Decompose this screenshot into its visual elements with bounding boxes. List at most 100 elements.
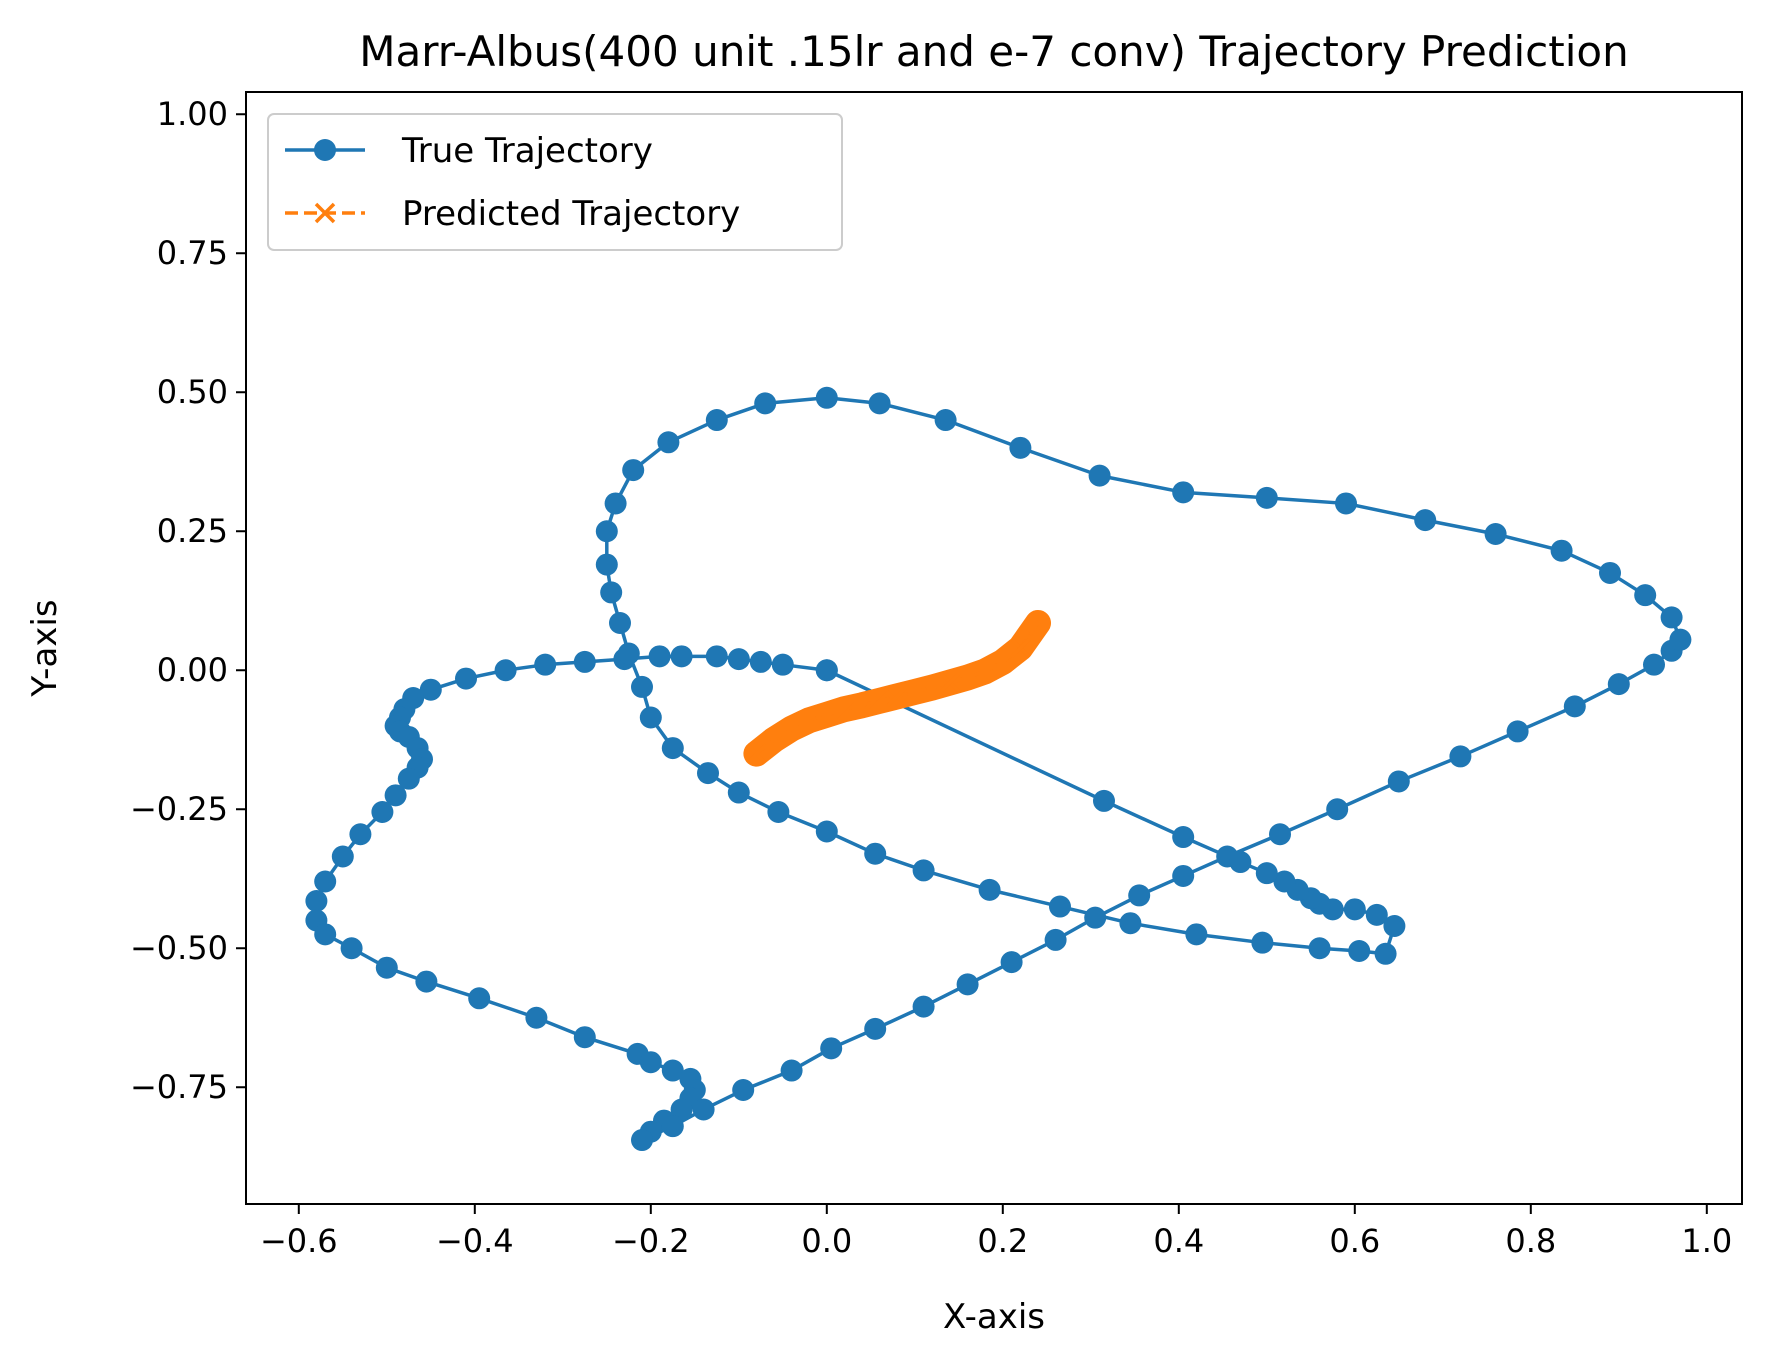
point-true-trajectory [534, 653, 557, 676]
point-true-trajectory [749, 650, 772, 673]
point-true-trajectory [1660, 606, 1683, 629]
point-true-trajectory [1185, 923, 1208, 946]
point-predicted-trajectory [851, 695, 873, 716]
point-true-trajectory [622, 459, 645, 482]
point-true-trajectory [1484, 523, 1507, 546]
point-true-trajectory [419, 678, 442, 701]
point-true-trajectory [1365, 903, 1388, 926]
x-tick-label: 1.0 [1681, 1222, 1732, 1260]
point-true-trajectory [371, 801, 394, 824]
point-true-trajectory [670, 1098, 693, 1121]
point-true-trajectory [595, 520, 618, 543]
point-true-trajectory [1093, 789, 1115, 812]
point-true-trajectory [1172, 826, 1195, 849]
point-predicted-trajectory [974, 661, 996, 682]
point-true-trajectory [657, 431, 680, 454]
legend-label-predicted: Predicted Trajectory [402, 194, 740, 234]
point-true-trajectory [1348, 940, 1371, 963]
point-true-trajectory [494, 659, 517, 682]
point-predicted-trajectory [763, 729, 785, 750]
point-true-trajectory [1255, 486, 1278, 509]
point-true-trajectory [1172, 481, 1195, 504]
point-true-trajectory [978, 878, 1001, 901]
point-true-trajectory [1128, 884, 1151, 907]
point-true-trajectory [631, 1129, 653, 1152]
legend-entry-true-trajectory: True Trajectory [285, 131, 653, 171]
point-true-trajectory [670, 645, 693, 668]
point-true-trajectory [692, 1098, 715, 1121]
y-axis-ticks: −0.75 −0.50 −0.25 0.00 0.25 0.50 0.75 1.00 [130, 95, 246, 1106]
point-true-trajectory [639, 1051, 662, 1074]
point-predicted-trajectory [904, 681, 926, 703]
point-true-trajectory [815, 659, 838, 682]
point-predicted-trajectory [922, 677, 943, 698]
point-true-trajectory [1599, 561, 1621, 584]
point-true-trajectory [305, 889, 328, 912]
chart-title: Marr-Albus(400 unit .15lr and e-7 conv) … [359, 27, 1628, 76]
point-true-trajectory [705, 409, 728, 432]
y-tick-label: −0.50 [130, 929, 228, 967]
point-true-trajectory [617, 642, 640, 665]
point-true-trajectory [609, 611, 631, 634]
legend-marker-true [314, 139, 336, 161]
y-tick-label: 0.25 [157, 512, 228, 550]
point-predicted-trajectory [798, 710, 820, 731]
point-true-trajectory [384, 784, 407, 807]
point-true-trajectory [1374, 942, 1397, 965]
y-tick-label: 0.50 [157, 373, 228, 411]
point-predicted-trajectory [886, 686, 908, 707]
point-true-trajectory [1387, 770, 1410, 793]
point-true-trajectory [771, 653, 794, 676]
point-true-trajectory [314, 923, 337, 946]
point-true-trajectory [455, 667, 477, 690]
x-axis-ticks: −0.6 −0.4 −0.2 0.0 0.2 0.4 0.6 0.8 1.0 [260, 1204, 1732, 1260]
point-true-trajectory [1506, 720, 1529, 743]
plot-area [245, 91, 1743, 1205]
legend-marker-predicted [314, 202, 336, 224]
legend-entry-predicted-trajectory: Predicted Trajectory [285, 194, 740, 234]
point-true-trajectory [820, 1037, 843, 1060]
point-true-trajectory [573, 650, 596, 673]
point-true-trajectory [732, 1079, 755, 1102]
point-predicted-trajectory [781, 718, 802, 739]
point-true-trajectory [600, 581, 623, 604]
y-tick-label: 0.75 [157, 234, 228, 272]
point-true-trajectory [1229, 851, 1252, 874]
legend: True Trajectory Predicted Trajectory [267, 113, 843, 251]
point-true-trajectory [912, 859, 935, 882]
x-tick-label: −0.6 [260, 1222, 338, 1260]
legend-label-true: True Trajectory [401, 131, 653, 171]
point-true-trajectory [604, 492, 627, 515]
point-true-trajectory [573, 1026, 596, 1049]
point-true-trajectory [1563, 695, 1586, 718]
x-tick-label: 0.2 [977, 1222, 1028, 1260]
point-true-trajectory [468, 987, 491, 1010]
legend-box [267, 113, 843, 251]
point-predicted-trajectory [1027, 612, 1049, 634]
point-true-trajectory [661, 1059, 684, 1082]
point-true-trajectory [1550, 539, 1573, 562]
point-true-trajectory [1343, 898, 1366, 921]
point-true-trajectory [639, 706, 662, 729]
point-true-trajectory [1643, 653, 1665, 676]
point-true-trajectory [868, 392, 891, 415]
point-true-trajectory [1326, 798, 1349, 821]
point-true-trajectory [1119, 912, 1142, 935]
point-true-trajectory [1049, 895, 1071, 918]
point-true-trajectory [525, 1006, 548, 1029]
series-layer [305, 386, 1692, 1152]
x-axis-label: X-axis [943, 1297, 1045, 1337]
point-true-trajectory [1607, 673, 1630, 696]
point-true-trajectory [780, 1059, 803, 1082]
point-true-trajectory [349, 823, 372, 846]
y-tick-label: 1.00 [157, 95, 228, 133]
point-true-trajectory [1255, 862, 1278, 885]
point-predicted-trajectory [816, 704, 838, 725]
point-true-trajectory [705, 645, 728, 668]
point-predicted-trajectory [1010, 637, 1031, 659]
point-true-trajectory [727, 648, 750, 671]
point-predicted-trajectory [834, 698, 855, 720]
x-tick-label: 0.8 [1505, 1222, 1556, 1260]
point-true-trajectory [1269, 823, 1291, 846]
point-predicted-trajectory [992, 651, 1014, 673]
